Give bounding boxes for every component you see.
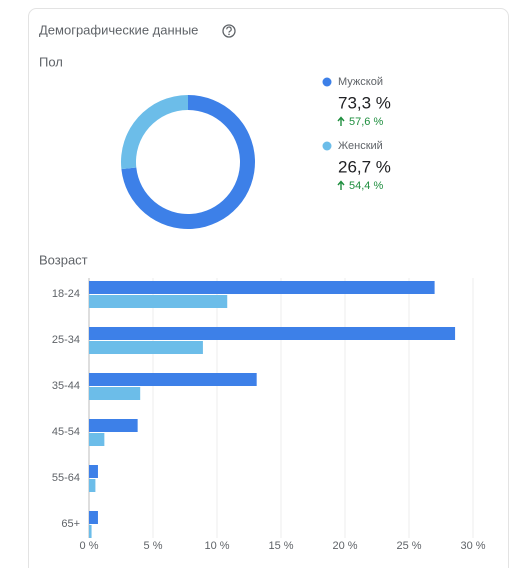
x-tick-label: 25 %	[396, 540, 421, 552]
bar-title: Возраст	[39, 252, 88, 267]
bar	[89, 511, 98, 524]
bar	[89, 281, 435, 294]
bar	[89, 327, 456, 340]
up-arrow	[337, 180, 345, 190]
help-icon[interactable]	[222, 24, 236, 38]
bar	[89, 465, 98, 478]
donut-slice	[120, 95, 188, 170]
x-tick-label: 5 %	[144, 540, 163, 552]
y-tick-label: 65+	[61, 518, 80, 530]
share-value: 73,3 %	[338, 93, 391, 112]
legend-label: Женский	[338, 140, 383, 152]
bar	[89, 341, 203, 354]
x-tick-label: 10 %	[204, 540, 229, 552]
y-tick-label: 18-24	[52, 288, 80, 300]
bar	[89, 433, 105, 446]
y-tick-label: 45-54	[52, 426, 80, 438]
up-arrow	[337, 116, 345, 126]
legend-dot	[322, 141, 332, 151]
x-tick-label: 20 %	[332, 540, 357, 552]
change-value: 54,4 %	[349, 180, 383, 192]
legend-label: Мужской	[338, 76, 383, 88]
x-tick-label: 30 %	[460, 540, 485, 552]
y-tick-label: 55-64	[52, 472, 80, 484]
card-title: Демографические данные	[39, 22, 198, 37]
bar	[89, 373, 257, 386]
legend-dot	[322, 77, 332, 87]
y-tick-label: 25-34	[52, 334, 80, 346]
bar	[89, 479, 96, 492]
bar	[89, 295, 228, 308]
bar	[89, 525, 92, 538]
y-tick-label: 35-44	[52, 380, 80, 392]
share-value: 26,7 %	[338, 157, 391, 176]
change-value: 57,6 %	[349, 116, 383, 128]
pie-title: Пол	[39, 54, 63, 69]
bar	[89, 387, 141, 400]
x-tick-label: 0 %	[80, 540, 99, 552]
bar	[89, 419, 138, 432]
x-tick-label: 15 %	[268, 540, 293, 552]
